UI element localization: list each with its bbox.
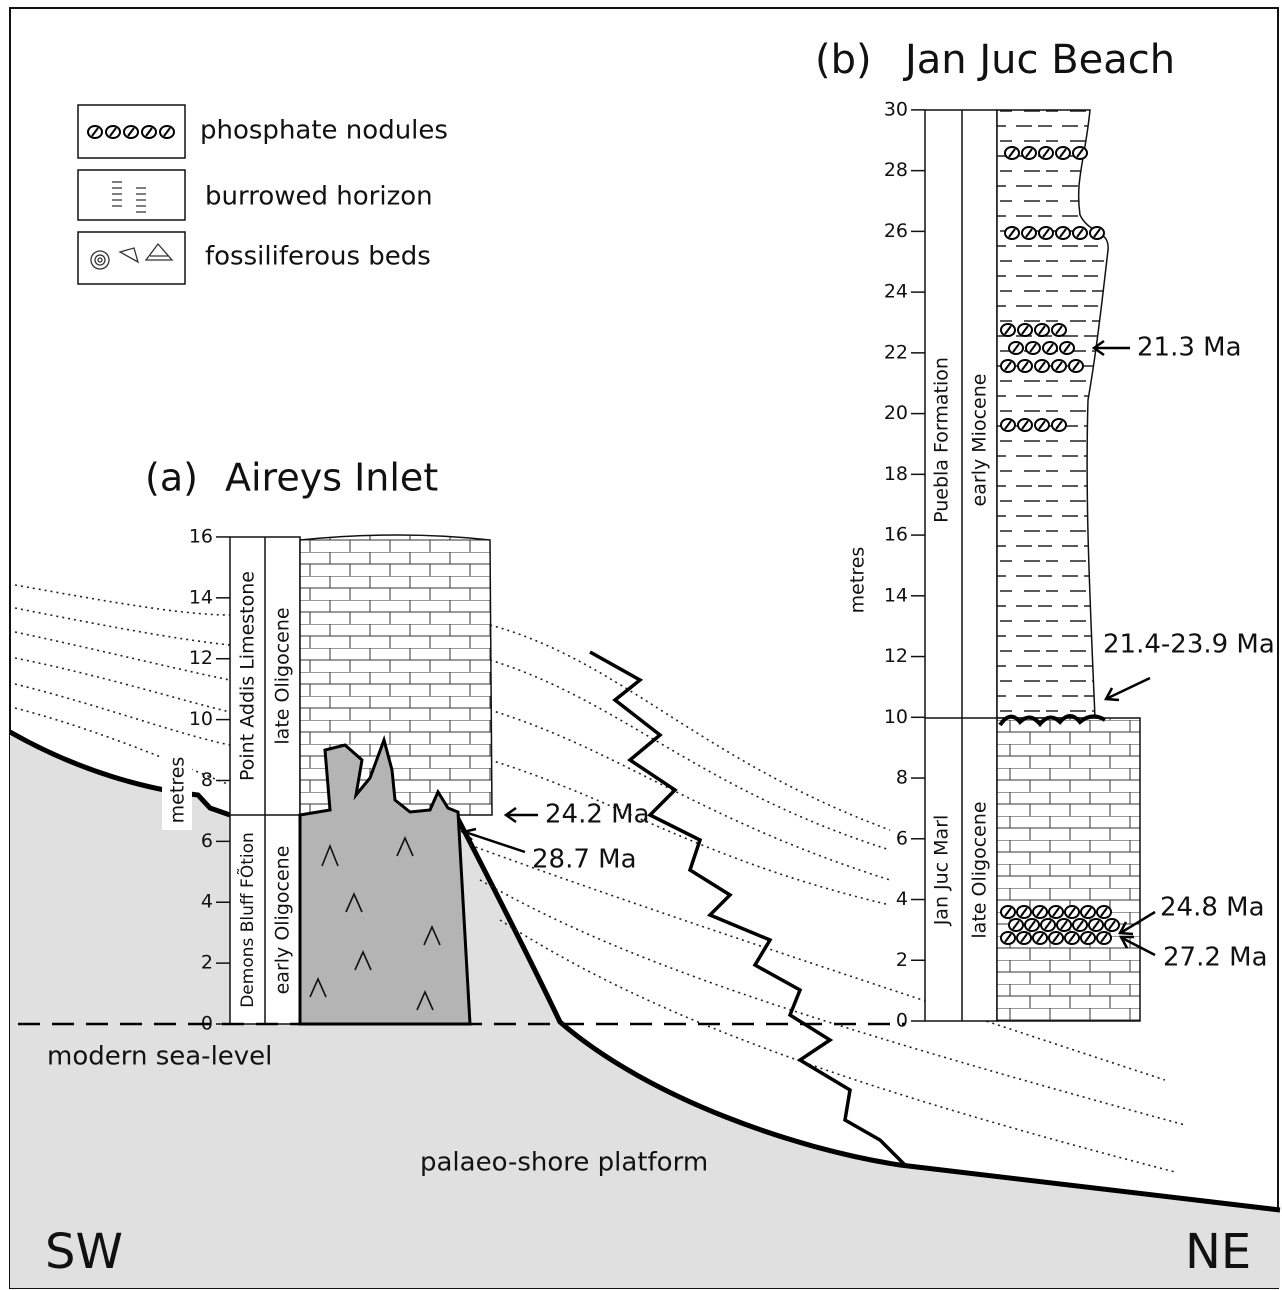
legend-label: fossiliferous beds <box>205 242 431 272</box>
formation: Point Addis Limestone <box>237 571 259 781</box>
diagram: 0246810121416 metres Point Addis Limesto… <box>0 0 1282 1290</box>
direction-label: NE <box>1185 1224 1251 1280</box>
tick-label: 12 <box>884 645 908 667</box>
formation: Demons Bluff FÕtion <box>236 832 258 1008</box>
formation: Puebla Formation <box>931 357 953 523</box>
tick-label: 26 <box>884 220 908 242</box>
direction-label: SW <box>45 1224 123 1280</box>
tick-label: 8 <box>896 767 908 789</box>
tick-label: 10 <box>189 708 213 730</box>
tick-label: 16 <box>189 525 213 547</box>
date-label: 27.2 Ma <box>1163 943 1268 973</box>
tick-label: 6 <box>201 830 213 852</box>
section-letter: (b) <box>815 37 872 83</box>
tick-label: 14 <box>884 584 908 606</box>
age: late Oligocene <box>969 801 991 938</box>
tick-label: 2 <box>201 952 213 974</box>
section-title: Aireys Inlet <box>225 456 438 500</box>
age: early Oligocene <box>272 846 294 995</box>
tick-label: 12 <box>189 647 213 669</box>
tick-label: 4 <box>201 891 213 913</box>
tick-label: 16 <box>884 524 908 546</box>
legend: phosphate nodules burrowed horizon fossi… <box>78 105 448 284</box>
axis-label: metres <box>167 757 189 824</box>
tick-label: 4 <box>896 888 908 910</box>
legend-label: burrowed horizon <box>205 182 433 212</box>
tick-label: 14 <box>189 586 213 608</box>
formation: Jan Juc Marl <box>931 815 953 927</box>
date-label: 28.7 Ma <box>532 845 637 875</box>
section-letter: (a) <box>145 456 198 500</box>
tick-label: 8 <box>201 769 213 791</box>
tick-label: 2 <box>896 949 908 971</box>
tick-label: 30 <box>884 98 908 120</box>
tick-label: 28 <box>884 159 908 181</box>
legend-label: phosphate nodules <box>200 116 448 146</box>
tick-label: 22 <box>884 341 908 363</box>
platform-label: palaeo-shore platform <box>420 1148 708 1178</box>
sea-level-label: modern sea-level <box>47 1042 272 1072</box>
tick-label: 24 <box>884 281 908 303</box>
tick-label: 20 <box>884 402 908 424</box>
age: early Miocene <box>969 374 991 507</box>
tick-label: 0 <box>896 1010 908 1032</box>
marl <box>997 718 1140 1021</box>
tick-label: 18 <box>884 463 908 485</box>
date-label: 21.4-23.9 Ma <box>1103 630 1275 660</box>
axis-label: metres <box>847 547 869 614</box>
tick-label: 6 <box>896 827 908 849</box>
age: late Oligocene <box>272 607 294 744</box>
date-label: 24.8 Ma <box>1160 893 1265 923</box>
date-label: 24.2 Ma <box>545 800 650 830</box>
tick-label: 10 <box>884 706 908 728</box>
section-title: Jan Juc Beach <box>902 37 1175 83</box>
date-label: 21.3 Ma <box>1137 333 1242 363</box>
